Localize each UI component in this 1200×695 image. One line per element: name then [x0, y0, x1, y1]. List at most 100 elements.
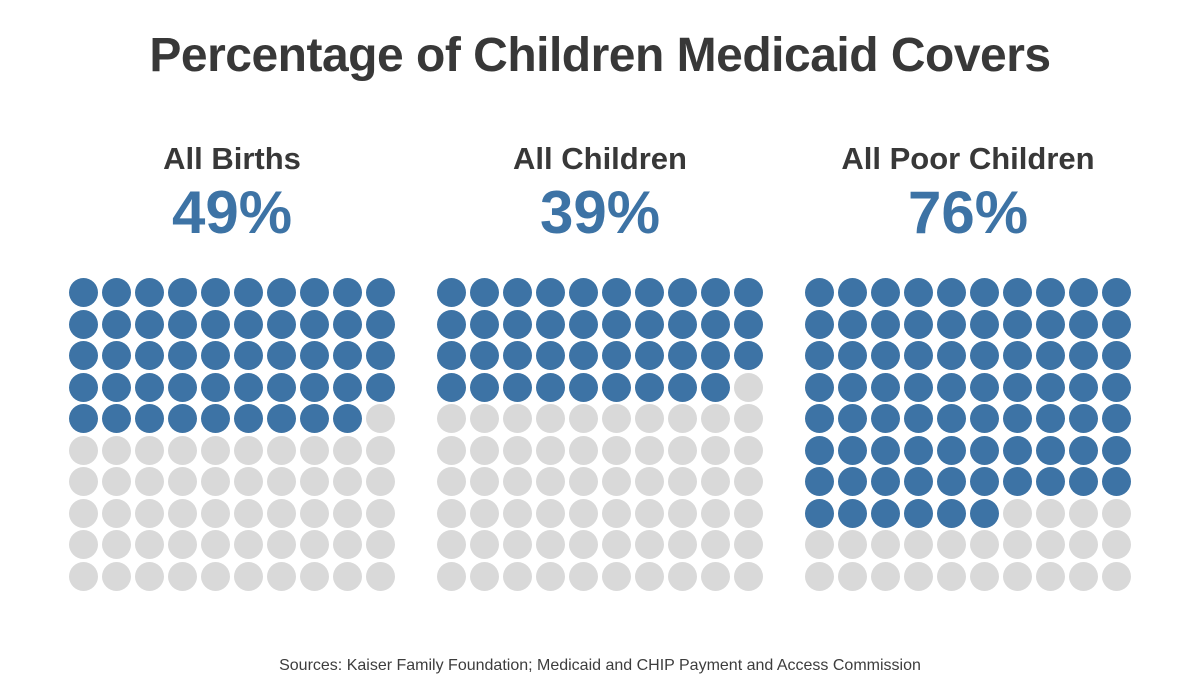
- waffle-dot-empty: [536, 467, 565, 497]
- waffle-dot-filled: [1102, 372, 1131, 402]
- waffle-dot-filled: [300, 372, 329, 402]
- waffle-dot-filled: [69, 309, 98, 339]
- waffle-dot-empty: [904, 530, 933, 560]
- waffle-dot-empty: [668, 467, 697, 497]
- waffle-dot-empty: [201, 561, 230, 591]
- waffle-dot-filled: [970, 467, 999, 497]
- waffle-dot-empty: [234, 530, 263, 560]
- waffle-dot-empty: [470, 435, 499, 465]
- waffle-dot-empty: [437, 404, 466, 434]
- waffle-dot-filled: [937, 498, 966, 528]
- waffle-dot-filled: [668, 309, 697, 339]
- waffle-dot-empty: [366, 561, 395, 591]
- waffle-grid: [436, 278, 764, 591]
- waffle-dot-filled: [871, 404, 900, 434]
- waffle-dot-filled: [300, 341, 329, 371]
- waffle-dot-filled: [569, 341, 598, 371]
- waffle-dot-filled: [602, 341, 631, 371]
- waffle-dot-filled: [1003, 467, 1032, 497]
- waffle-dot-empty: [503, 498, 532, 528]
- waffle-dot-empty: [300, 530, 329, 560]
- waffle-dot-filled: [267, 341, 296, 371]
- waffle-dot-empty: [69, 530, 98, 560]
- waffle-dot-filled: [701, 341, 730, 371]
- waffle-dot-empty: [701, 498, 730, 528]
- waffle-dot-filled: [1069, 341, 1098, 371]
- waffle-dot-empty: [69, 467, 98, 497]
- waffle-dot-filled: [1102, 467, 1131, 497]
- waffle-dot-filled: [805, 278, 834, 308]
- waffle-dot-empty: [300, 435, 329, 465]
- waffle-dot-filled: [267, 372, 296, 402]
- waffle-dot-filled: [668, 341, 697, 371]
- waffle-dot-filled: [937, 404, 966, 434]
- waffle-dot-filled: [838, 372, 867, 402]
- waffle-dot-filled: [1003, 278, 1032, 308]
- waffle-dot-empty: [569, 435, 598, 465]
- waffle-dot-filled: [437, 341, 466, 371]
- waffle-dot-filled: [904, 372, 933, 402]
- waffle-dot-empty: [569, 467, 598, 497]
- waffle-dot-filled: [701, 309, 730, 339]
- waffle-dot-empty: [734, 404, 763, 434]
- category-label: All Poor Children: [841, 141, 1095, 177]
- waffle-dot-empty: [102, 498, 131, 528]
- waffle-dot-empty: [234, 561, 263, 591]
- waffle-dot-empty: [102, 561, 131, 591]
- waffle-dot-empty: [168, 530, 197, 560]
- waffle-dot-filled: [937, 341, 966, 371]
- waffle-dot-filled: [1003, 372, 1032, 402]
- waffle-dot-empty: [701, 561, 730, 591]
- waffle-dot-filled: [701, 372, 730, 402]
- source-note: Sources: Kaiser Family Foundation; Medic…: [279, 657, 921, 674]
- waffle-dot-filled: [536, 341, 565, 371]
- waffle-dot-filled: [333, 278, 362, 308]
- waffle-dot-filled: [366, 341, 395, 371]
- waffle-dot-filled: [267, 278, 296, 308]
- waffle-dot-filled: [1102, 341, 1131, 371]
- waffle-dot-filled: [333, 372, 362, 402]
- waffle-dot-filled: [201, 404, 230, 434]
- waffle-dot-filled: [937, 372, 966, 402]
- waffle-dot-filled: [871, 435, 900, 465]
- waffle-dot-filled: [437, 278, 466, 308]
- waffle-dot-filled: [1102, 404, 1131, 434]
- waffle-dot-filled: [970, 498, 999, 528]
- waffle-dot-filled: [503, 278, 532, 308]
- waffle-dot-filled: [168, 278, 197, 308]
- waffle-dot-filled: [1003, 341, 1032, 371]
- waffle-dot-filled: [366, 278, 395, 308]
- waffle-dot-filled: [970, 435, 999, 465]
- waffle-dot-empty: [102, 467, 131, 497]
- waffle-dot-filled: [904, 309, 933, 339]
- waffle-dot-empty: [937, 561, 966, 591]
- waffle-dot-filled: [904, 467, 933, 497]
- waffle-dot-filled: [871, 309, 900, 339]
- waffle-dot-filled: [234, 372, 263, 402]
- waffle-dot-filled: [569, 278, 598, 308]
- waffle-dot-empty: [267, 530, 296, 560]
- waffle-dot-empty: [234, 435, 263, 465]
- waffle-dot-filled: [871, 341, 900, 371]
- waffle-dot-empty: [701, 435, 730, 465]
- waffle-dot-filled: [135, 341, 164, 371]
- waffle-dot-filled: [668, 278, 697, 308]
- waffle-dot-empty: [366, 404, 395, 434]
- waffle-dot-filled: [701, 278, 730, 308]
- waffle-dot-filled: [1102, 278, 1131, 308]
- waffle-dot-empty: [569, 530, 598, 560]
- waffle-dot-empty: [102, 435, 131, 465]
- waffle-dot-filled: [201, 278, 230, 308]
- waffle-dot-empty: [734, 467, 763, 497]
- waffle-dot-empty: [805, 561, 834, 591]
- waffle-dot-empty: [437, 561, 466, 591]
- waffle-dot-filled: [1069, 309, 1098, 339]
- waffle-dot-empty: [437, 498, 466, 528]
- waffle-dot-filled: [1003, 404, 1032, 434]
- waffle-dot-filled: [805, 435, 834, 465]
- waffle-dot-empty: [300, 498, 329, 528]
- waffle-dot-filled: [437, 309, 466, 339]
- waffle-dot-filled: [937, 435, 966, 465]
- waffle-dot-filled: [135, 372, 164, 402]
- waffle-dot-filled: [201, 372, 230, 402]
